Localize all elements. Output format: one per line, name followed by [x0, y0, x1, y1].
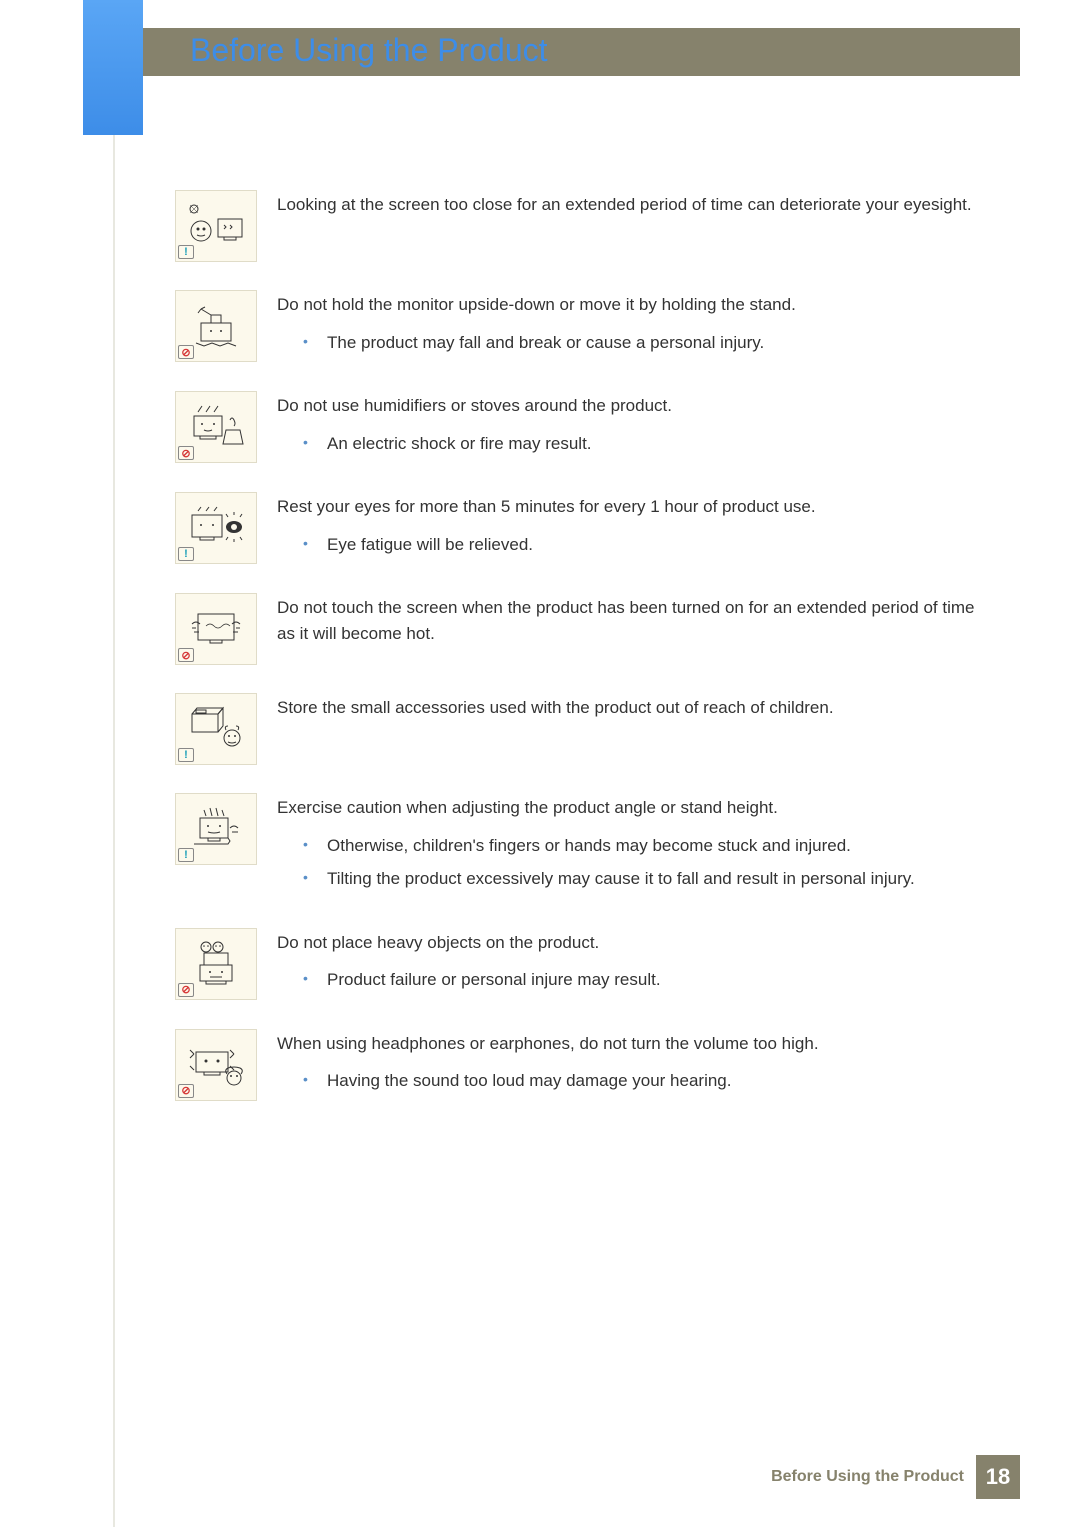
eyes-close-icon: !	[175, 190, 257, 262]
safety-item: ⊘ Do not use humidifiers or stoves around…	[175, 391, 980, 464]
headphones-icon: ⊘	[175, 1029, 257, 1101]
item-sub-text: Tilting the product excessively may caus…	[303, 866, 980, 892]
rest-eyes-icon: !	[175, 492, 257, 564]
item-main-text: Rest your eyes for more than 5 minutes f…	[277, 494, 980, 520]
item-main-text: Looking at the screen too close for an e…	[277, 192, 980, 218]
safety-item: ! Rest your eyes for more than 5 minutes …	[175, 492, 980, 565]
item-main-text: Do not use humidifiers or stoves around …	[277, 393, 980, 419]
prohibit-badge-icon: ⊘	[178, 345, 194, 359]
prohibit-badge-icon: ⊘	[178, 1084, 194, 1098]
blue-tab	[83, 0, 143, 135]
page-number-box: 18	[976, 1455, 1020, 1499]
item-text: Exercise caution when adjusting the prod…	[277, 793, 980, 900]
safety-item: ! Exercise caution when adjusting the pro…	[175, 793, 980, 900]
item-main-text: When using headphones or earphones, do n…	[277, 1031, 980, 1057]
item-sub-list: Product failure or personal injure may r…	[277, 967, 980, 993]
info-badge-icon: !	[178, 245, 194, 259]
item-sub-text: Having the sound too loud may damage you…	[303, 1068, 980, 1094]
hot-screen-icon: ⊘	[175, 593, 257, 665]
item-sub-text: Product failure or personal injure may r…	[303, 967, 980, 993]
adjust-angle-icon: !	[175, 793, 257, 865]
item-text: Do not use humidifiers or stoves around …	[277, 391, 980, 464]
safety-item: ! Looking at the screen too close for an …	[175, 190, 980, 262]
footer-label: Before Using the Product	[771, 1468, 964, 1486]
item-main-text: Do not hold the monitor upside-down or m…	[277, 292, 980, 318]
humidifier-icon: ⊘	[175, 391, 257, 463]
item-text: Do not place heavy objects on the produc…	[277, 928, 980, 1001]
prohibit-badge-icon: ⊘	[178, 446, 194, 460]
item-text: Store the small accessories used with th…	[277, 693, 980, 733]
item-main-text: Store the small accessories used with th…	[277, 695, 980, 721]
item-sub-list: Eye fatigue will be relieved.	[277, 532, 980, 558]
item-main-text: Exercise caution when adjusting the prod…	[277, 795, 980, 821]
content-area: ! Looking at the screen too close for an …	[175, 190, 980, 1130]
page-title: Before Using the Product	[190, 32, 548, 69]
footer: Before Using the Product 18	[771, 1455, 1020, 1499]
item-text: When using headphones or earphones, do n…	[277, 1029, 980, 1102]
item-sub-list: An electric shock or fire may result.	[277, 431, 980, 457]
item-text: Do not touch the screen when the product…	[277, 593, 980, 658]
safety-item: ⊘ Do not touch the screen when the produc…	[175, 593, 980, 665]
item-text: Rest your eyes for more than 5 minutes f…	[277, 492, 980, 565]
safety-item: ! Store the small accessories used with t…	[175, 693, 980, 765]
item-sub-text: Eye fatigue will be relieved.	[303, 532, 980, 558]
item-main-text: Do not touch the screen when the product…	[277, 595, 980, 646]
heavy-object-icon: ⊘	[175, 928, 257, 1000]
sidebar	[0, 0, 115, 1527]
item-text: Do not hold the monitor upside-down or m…	[277, 290, 980, 363]
item-sub-text: Otherwise, children's fingers or hands m…	[303, 833, 980, 859]
item-sub-list: The product may fall and break or cause …	[277, 330, 980, 356]
info-badge-icon: !	[178, 848, 194, 862]
item-sub-list: Having the sound too loud may damage you…	[277, 1068, 980, 1094]
item-main-text: Do not place heavy objects on the produc…	[277, 930, 980, 956]
safety-item: ⊘ When using headphones or earphones, do …	[175, 1029, 980, 1102]
safety-item: ⊘ Do not place heavy objects on the produ…	[175, 928, 980, 1001]
item-sub-text: The product may fall and break or cause …	[303, 330, 980, 356]
info-badge-icon: !	[178, 748, 194, 762]
item-sub-text: An electric shock or fire may result.	[303, 431, 980, 457]
prohibit-badge-icon: ⊘	[178, 983, 194, 997]
upside-down-icon: ⊘	[175, 290, 257, 362]
item-sub-list: Otherwise, children's fingers or hands m…	[277, 833, 980, 892]
info-badge-icon: !	[178, 547, 194, 561]
prohibit-badge-icon: ⊘	[178, 648, 194, 662]
page-number: 18	[986, 1464, 1010, 1490]
small-parts-icon: !	[175, 693, 257, 765]
item-text: Looking at the screen too close for an e…	[277, 190, 980, 230]
safety-item: ⊘ Do not hold the monitor upside-down or …	[175, 290, 980, 363]
